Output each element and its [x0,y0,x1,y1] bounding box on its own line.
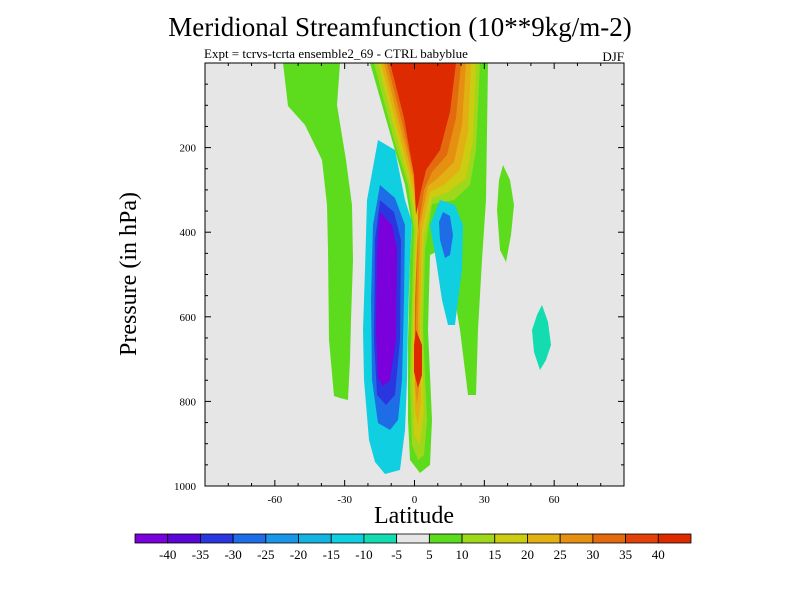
x-tick-label: 60 [549,494,561,506]
colorbar-label: 30 [586,547,599,562]
x-tick-label: 0 [412,494,418,506]
y-tick-label: 800 [180,396,197,408]
colorbar-swatch [167,533,201,544]
colorbar-label: -35 [192,547,209,562]
colorbar-label: 20 [521,547,534,562]
chart-title: Meridional Streamfunction (10**9kg/m-2) [168,12,632,42]
colorbar-swatch [396,533,430,544]
colorbar-swatch [428,533,463,544]
colorbar-swatch [494,533,528,544]
contour-pos-40 [390,63,456,215]
season-label: DJF [602,49,624,64]
contour-neg-purple [376,212,397,386]
colorbar-label: 15 [488,547,501,562]
x-axis-label: Latitude [374,503,454,529]
colorbar-swatch [330,533,365,544]
colorbar-label: -25 [257,547,274,562]
colorbar: -40 -35 -30 -25 -20 -15 -10 -5 5 10 15 20 25 30 35 40 [134,533,692,562]
colorbar-swatch [592,533,626,544]
colorbar-swatch [298,533,332,544]
contour-pos-40-lower [414,330,422,388]
contour-fills [283,63,551,474]
y-tick-label: 1000 [174,481,197,493]
colorbar-label: 25 [554,547,567,562]
contour-neg-north-patch [532,305,551,370]
colorbar-label: 5 [426,547,433,562]
contour-pos-south-band [283,63,353,400]
colorbar-swatch [657,533,692,544]
x-tick-label: -30 [337,494,352,506]
chart-subtitle: Expt = tcrvs-tcrta ensemble2_69 - CTRL b… [204,46,468,61]
y-tick-label: 600 [180,312,197,324]
colorbar-swatch [461,533,496,544]
y-tick-label: 400 [180,227,197,239]
axes: -60 -30 0 30 60 200 400 600 800 1000 [174,63,625,506]
y-axis-label: Pressure (in hPa) [116,192,142,356]
contour-neg-north-inner [439,212,453,258]
colorbar-swatch [363,533,398,544]
colorbar-label: 35 [619,547,632,562]
colorbar-label: -20 [290,547,307,562]
y-tick-label: 200 [180,143,197,155]
colorbar-label: -40 [159,547,176,562]
colorbar-label: 40 [652,547,665,562]
contour-pos-north-patch [497,165,514,262]
colorbar-swatch [232,533,267,544]
colorbar-swatch [265,533,299,544]
colorbar-swatch [134,533,169,544]
colorbar-swatch [559,533,594,544]
x-tick-label: -60 [267,494,282,506]
colorbar-label: -10 [355,547,372,562]
contour-neg-north-outer [430,200,463,325]
colorbar-label: -15 [323,547,340,562]
colorbar-swatch [200,533,234,544]
colorbar-label: -5 [391,547,402,562]
contour-pos-35 [387,63,461,382]
x-tick-label: 30 [479,494,491,506]
colorbar-label: 10 [456,547,469,562]
colorbar-label: -30 [224,547,241,562]
colorbar-swatch [527,533,561,544]
colorbar-swatch [625,533,659,544]
